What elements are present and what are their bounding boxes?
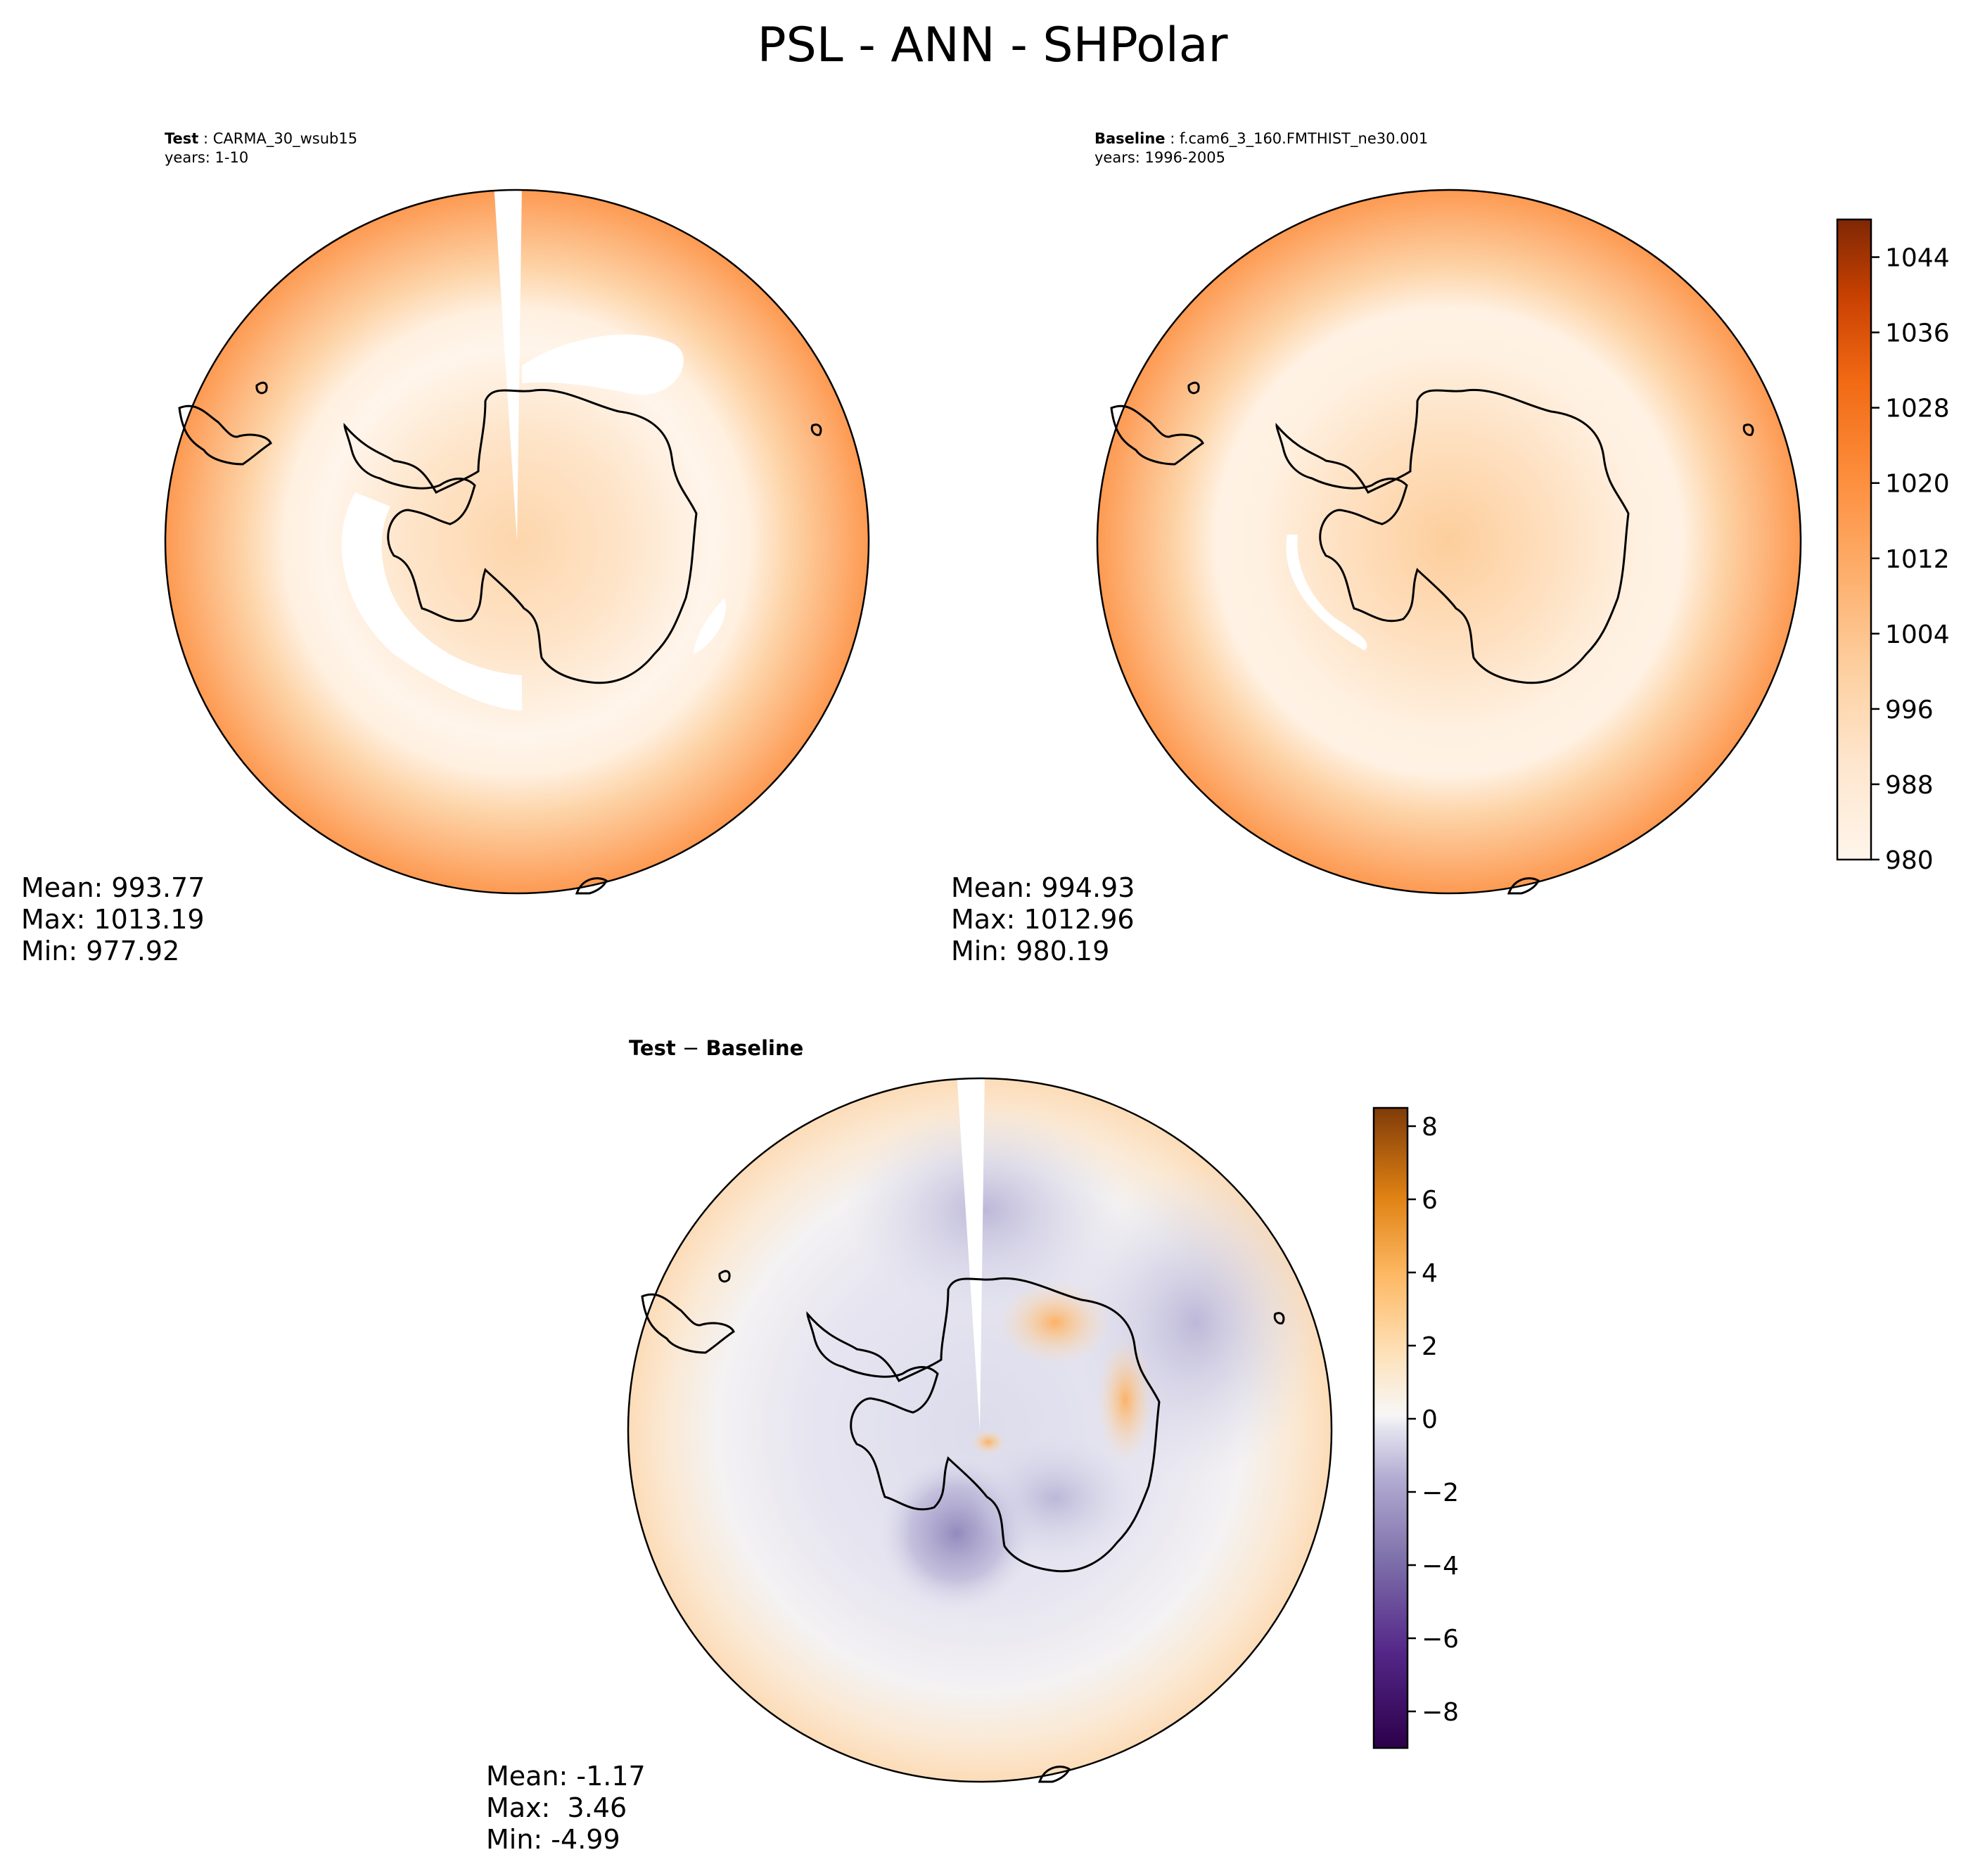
diff-mean: Mean: -1.17 <box>486 1761 646 1792</box>
diff-antarctica-coast <box>806 1277 1161 1573</box>
psl-colorbar-tick-label: 1020 <box>1885 470 1950 499</box>
test-missing-wedge <box>494 190 522 542</box>
diff-colorbar-tick-label: 6 <box>1422 1186 1438 1215</box>
test-label: Test <box>165 130 199 147</box>
baseline-field <box>1097 190 1801 893</box>
test-max: Max: 1013.19 <box>21 904 205 935</box>
test-south-america-coast <box>178 404 272 466</box>
baseline-low-region-west <box>1286 535 1367 651</box>
psl-colorbar-tick-label: 1028 <box>1885 395 1950 423</box>
baseline-map-boundary <box>1096 189 1802 895</box>
baseline-falklands-coast <box>1187 381 1200 395</box>
test-min: Min: 977.92 <box>21 936 180 966</box>
diff-colorbar-tick-label: 2 <box>1422 1332 1438 1361</box>
diff-min: Min: -4.99 <box>486 1824 620 1855</box>
baseline-years: years: 1996-2005 <box>1094 149 1226 166</box>
diff-colorbar-tick-label: −4 <box>1422 1552 1459 1581</box>
test-case-name: CARMA_30_wsub15 <box>212 130 358 147</box>
psl-colorbar-tick-label: 1044 <box>1885 244 1950 273</box>
diff-colorbar-tick-label: 4 <box>1422 1259 1438 1288</box>
diff-title-test: Test <box>629 1036 676 1060</box>
baseline-label: Baseline <box>1094 130 1166 147</box>
diff-colorbar-tick-label: 8 <box>1422 1113 1438 1142</box>
baseline-title-sep: : <box>1165 130 1180 147</box>
diff-title-baseline: Baseline <box>706 1036 804 1060</box>
test-antarctica-coast <box>343 388 698 684</box>
test-low-region-west <box>341 492 522 710</box>
diff-high-pole <box>971 1429 1006 1455</box>
test-map <box>164 189 870 895</box>
diff-high-east-antarctica <box>999 1280 1111 1365</box>
test-panel-title: Test : CARMA_30_wsub15 years: 1-10 <box>165 129 357 167</box>
diff-colorbar-fill <box>1374 1108 1408 1748</box>
psl-colorbar-frame <box>1836 218 1872 861</box>
psl-colorbar-ticks: 980 988 996 1004 1012 1020 1028 1036 1044 <box>1871 244 1950 875</box>
baseline-antarctica-coast <box>1275 388 1630 684</box>
baseline-max: Max: 1012.96 <box>951 904 1135 935</box>
diff-low-east <box>971 1435 1140 1562</box>
diff-colorbar-tick-label: −2 <box>1422 1479 1459 1507</box>
diff-new-zealand-coast <box>1038 1766 1071 1783</box>
test-title-sep: : <box>198 130 213 147</box>
diff-low-pacific <box>844 1104 1125 1315</box>
diff-max: Max: 3.46 <box>486 1792 627 1823</box>
diff-panel-title: Test − Baseline <box>629 1036 803 1060</box>
figure-title: PSL - ANN - SHPolar <box>757 18 1228 73</box>
baseline-panel-title: Baseline : f.cam6_3_160.FMTHIST_ne30.001… <box>1094 129 1428 167</box>
diff-map-boundary <box>627 1077 1333 1783</box>
diff-map <box>627 1077 1333 1783</box>
diff-colorbar-tick-label: −8 <box>1422 1698 1459 1727</box>
diff-colorbar-frame <box>1372 1106 1409 1749</box>
diff-colorbar-ticks: −8 −6 −4 −2 0 2 4 6 8 <box>1408 1113 1459 1727</box>
test-map-boundary <box>164 189 870 895</box>
psl-colorbar-tick-label: 1012 <box>1885 545 1950 574</box>
test-new-zealand-coast <box>575 877 608 895</box>
test-kerguelen-coast <box>810 423 822 436</box>
baseline-kerguelen-coast <box>1742 423 1754 436</box>
psl-colorbar-fill <box>1837 219 1871 860</box>
baseline-map <box>1096 189 1802 895</box>
diff-missing-wedge <box>957 1078 985 1430</box>
diff-coastlines <box>641 1270 1285 1783</box>
test-low-region-north <box>522 334 684 395</box>
psl-colorbar: 980 988 996 1004 1012 1020 1028 1036 1044 <box>1836 218 1950 875</box>
test-stats: Mean: 993.77 Max: 1013.19 Min: 977.92 <box>21 872 205 967</box>
baseline-new-zealand-coast <box>1507 877 1540 895</box>
test-low-region-east <box>693 598 726 654</box>
psl-colorbar-tick-label: 1004 <box>1885 620 1950 649</box>
test-falklands-coast <box>255 381 268 395</box>
baseline-stats: Mean: 994.93 Max: 1012.96 Min: 980.19 <box>951 872 1135 967</box>
diff-falklands-coast <box>718 1270 731 1283</box>
psl-colorbar-tick-label: 980 <box>1885 846 1934 875</box>
baseline-mean: Mean: 994.93 <box>951 872 1135 903</box>
baseline-case-name: f.cam6_3_160.FMTHIST_ne30.001 <box>1179 130 1429 147</box>
psl-colorbar-tick-label: 996 <box>1885 696 1934 725</box>
psl-colorbar-tick-label: 1036 <box>1885 319 1950 348</box>
baseline-coastlines <box>1110 381 1754 895</box>
test-coastlines <box>178 381 822 895</box>
diff-colorbar-tick-label: 0 <box>1422 1405 1438 1434</box>
diff-title-minus: − <box>675 1036 706 1060</box>
diff-stats: Mean: -1.17 Max: 3.46 Min: -4.99 <box>486 1761 646 1856</box>
test-years: years: 1-10 <box>165 149 249 166</box>
diff-kerguelen-coast <box>1273 1312 1285 1325</box>
psl-colorbar-tick-label: 988 <box>1885 771 1934 800</box>
test-mean: Mean: 993.77 <box>21 872 205 903</box>
diff-colorbar: −8 −6 −4 −2 0 2 4 6 8 <box>1372 1106 1459 1749</box>
baseline-south-america-coast <box>1110 404 1204 466</box>
diff-high-coast <box>1097 1336 1154 1463</box>
diff-colorbar-tick-label: −6 <box>1422 1625 1459 1654</box>
diff-south-america-coast <box>641 1293 735 1354</box>
baseline-min: Min: 980.19 <box>951 936 1110 966</box>
